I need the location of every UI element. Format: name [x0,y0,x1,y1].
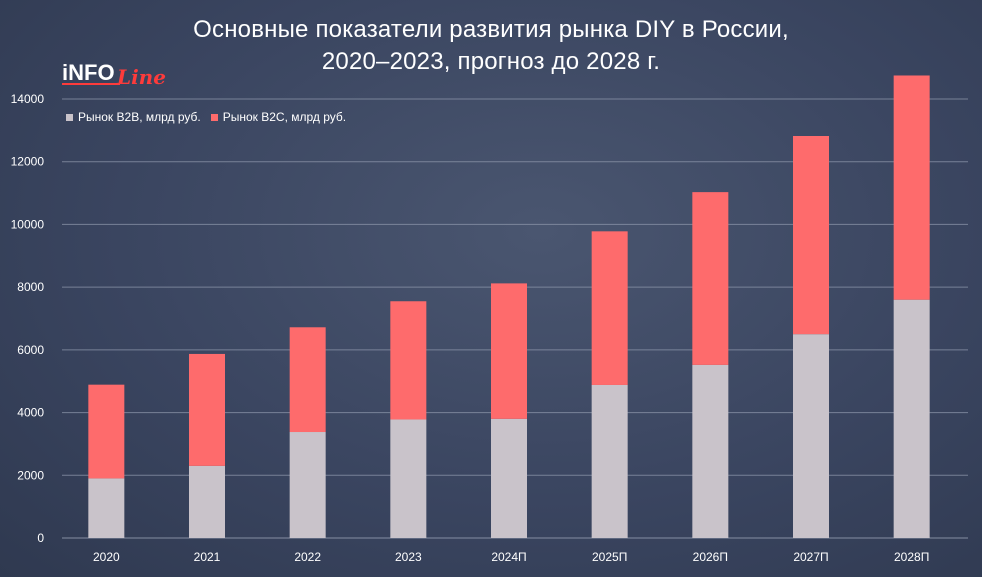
bar-b2c [893,75,930,300]
bar-b2c [88,384,125,479]
y-tick-label: 12000 [11,155,45,169]
x-tick-label: 2025П [592,550,627,564]
legend-item-b2c: Рынок B2C, млрд руб. [210,110,347,124]
legend-swatch-b2c [210,113,218,121]
bar-b2b [591,384,628,538]
x-tick-label: 2028П [894,550,929,564]
logo-script-text: Line [116,65,166,89]
x-tick-label: 2024П [491,550,526,564]
x-tick-label: 2027П [793,550,828,564]
x-tick-label: 2021 [194,550,221,564]
bar-b2b [390,419,427,538]
y-tick-label: 6000 [17,343,44,357]
bar-b2b [189,465,225,538]
y-tick-label: 14000 [11,92,45,106]
x-tick-label: 2022 [294,550,321,564]
bar-b2c [289,327,326,433]
bar-b2c [692,192,729,365]
bar-b2c [189,353,225,466]
bar-b2c [491,283,527,419]
legend-label-b2c: Рынок B2C, млрд руб. [222,110,347,124]
logo-main-text: iNFO [62,60,115,85]
bar-b2c [793,136,829,335]
x-tick-label: 2023 [395,550,422,564]
bar-b2b [491,418,527,538]
bar-b2c [390,301,427,420]
chart-title: Основные показатели развития рынка DIY в… [0,14,982,78]
bar-b2b [893,299,930,538]
bar-b2c [591,231,628,385]
x-tick-label: 2020 [93,550,120,564]
y-tick-label: 0 [37,531,44,545]
bar-b2b [289,432,326,538]
bar-b2b [88,478,125,538]
infoline-logo: iNFO Line [62,60,166,89]
legend-item-b2b: Рынок B2B, млрд руб. [66,110,201,124]
x-tick-label: 2026П [693,550,728,564]
y-tick-label: 4000 [17,406,44,420]
y-tick-label: 10000 [11,217,45,231]
y-tick-label: 2000 [17,468,44,482]
bar-b2b [793,334,829,538]
y-tick-label: 8000 [17,280,44,294]
bar-b2b [692,364,729,538]
legend-swatch-b2b [66,113,73,121]
legend: Рынок B2B, млрд руб. Рынок B2C, млрд руб… [66,110,356,124]
legend-label-b2b: Рынок B2B, млрд руб. [78,110,201,124]
chart-title-line1: Основные показатели развития рынка DIY в… [193,16,789,43]
chart-title-line2: 2020–2023, прогноз до 2028 г. [321,48,661,75]
